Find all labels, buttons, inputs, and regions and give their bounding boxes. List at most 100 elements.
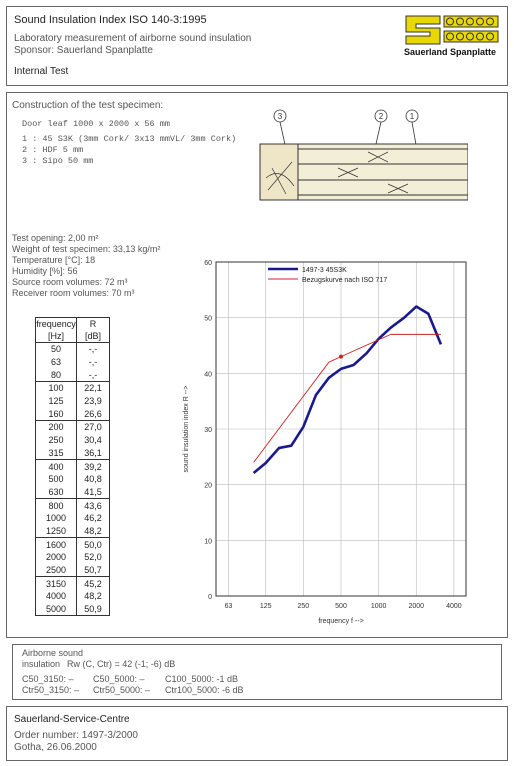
r-value-cell: 46,2 <box>84 513 102 524</box>
table-row: 4000 48,2 <box>35 590 110 603</box>
cross-section-drawing: 3 2 1 <box>258 106 469 202</box>
series-reference-line <box>253 333 441 463</box>
table-row: 200 27,0 <box>35 420 110 434</box>
footer-org: Sauerland-Service-Centre <box>14 714 130 725</box>
frequency-cell: 63 <box>35 355 77 369</box>
x-tick-label: 500 <box>335 603 347 610</box>
rating-box <box>12 644 502 700</box>
y-tick-label: 60 <box>204 260 212 267</box>
frequency-table: frequency R [Hz] [dB] 50 -,- 63 -,- 80 -,- 100… <box>35 317 110 617</box>
r-value-cell: 39,2 <box>76 459 110 473</box>
spec-source-room: Source room volumes: 72 m³ <box>12 277 128 287</box>
x-tick-label: 2000 <box>408 603 424 610</box>
r-value-cell: 41,5 <box>84 486 102 497</box>
rating-c50-3150: C50_3150: – <box>22 674 74 684</box>
frequency-cell: 1000 <box>35 511 77 525</box>
x-tick-label: 4000 <box>446 603 462 610</box>
frequency-cell: 630 <box>35 485 77 499</box>
frequency-cell: 4000 <box>35 590 77 603</box>
x-axis-label: frequency f --> <box>318 618 363 625</box>
table-row: 160 26,6 <box>35 407 110 421</box>
frequency-cell: 5000 <box>35 602 77 616</box>
subtitle-measurement: Laboratory measurement of airborne sound… <box>14 33 252 44</box>
r-value-cell: 43,6 <box>76 498 110 512</box>
spec-temperature: Temperature [°C]: 18 <box>12 255 96 265</box>
col-r-header: R <box>89 319 97 329</box>
r-value-cell: 30,4 <box>84 435 102 446</box>
series-measured-line <box>252 305 443 474</box>
r-value-cell: 22,1 <box>76 381 110 395</box>
table-row: 250 30,4 <box>35 433 110 447</box>
r-value-cell: 23,9 <box>84 396 102 407</box>
table-row: 800 43,6 <box>35 498 110 512</box>
frequency-cell: 1250 <box>35 524 77 538</box>
spec-test-opening: Test opening: 2,00 m² <box>12 233 99 243</box>
y-axis-label: sound insulation index R --> <box>183 386 190 473</box>
plot-frame <box>215 261 467 597</box>
spec-weight: Weight of test specimen: 33,13 kg/m² <box>12 244 161 254</box>
subtitle-internal: Internal Test <box>14 66 69 77</box>
x-tick-label: 125 <box>260 603 272 610</box>
table-row: 63 -,- <box>35 355 110 369</box>
r-value-cell: -,- <box>76 341 110 356</box>
frequency-cell: 3150 <box>35 576 77 591</box>
rating-ctr50-5000: Ctr50_5000: – <box>93 685 151 695</box>
construction-heading: Construction of the test specimen: <box>12 100 164 111</box>
y-tick-label: 20 <box>204 483 212 490</box>
x-tick-label: 1000 <box>371 603 387 610</box>
frequency-cell: 200 <box>35 420 77 434</box>
legend-label: 1497-3 45S3K <box>302 267 347 274</box>
frequency-cell: 250 <box>35 433 77 447</box>
table-row: 100 22,1 <box>35 381 110 395</box>
table-row: 1600 50,0 <box>35 537 110 551</box>
r-value-cell: 50,9 <box>84 604 102 615</box>
company-logo: Sauerland Spanplatte <box>402 12 502 58</box>
spec-receiver-room: Receiver room volumes: 70 m³ <box>12 288 135 298</box>
y-tick-label: 30 <box>204 427 212 434</box>
table-row: 1000 46,2 <box>35 511 110 525</box>
col-frequency-unit: [Hz] <box>35 330 77 343</box>
sound-insulation-chart: 0 10 20 30 40 50 60 63 125 250 500 1000 2000 4000 freq… <box>172 228 472 628</box>
footer-order: Order number: 1497-3/2000 <box>14 730 138 741</box>
table-row: 125 23,9 <box>35 394 110 408</box>
frequency-cell: 315 <box>35 446 77 460</box>
r-value-cell: 45,2 <box>76 576 110 591</box>
r-value-cell: -,- <box>88 369 98 380</box>
frequency-cell: 125 <box>35 394 77 408</box>
r-value-cell: 27,0 <box>76 420 110 434</box>
legend-label: Bezugskurve nach ISO 717 <box>302 277 387 284</box>
x-tick-label: 63 <box>225 603 233 610</box>
table-row: 2000 52,0 <box>35 551 110 564</box>
page-title: Sound Insulation Index ISO 140-3:1995 <box>14 14 207 26</box>
frequency-cell: 800 <box>35 498 77 512</box>
table-row: 5000 50,9 <box>35 602 110 616</box>
col-frequency-header: frequency <box>35 317 77 330</box>
spec-humidity: Humidity [%]: 56 <box>12 266 78 276</box>
logo-text: Sauerland Spanplatte <box>404 47 497 57</box>
rating-formula: Rw (C, Ctr) = 42 (-1; -6) dB <box>67 659 176 669</box>
frequency-cell: 2000 <box>35 551 77 564</box>
rating-line-1: Airborne sound <box>22 648 84 658</box>
rating-c50-5000: C50_5000: – <box>93 674 145 684</box>
footer-box <box>6 706 508 761</box>
r-value-cell: 26,6 <box>84 408 102 419</box>
construction-line-1: Door leaf 1000 x 2000 x 56 mm <box>22 119 170 129</box>
construction-line-2: 1 : 45 S3K (3mm Cork/ 3x13 mmVL/ 3mm Cor… <box>22 134 237 144</box>
frequency-cell: 50 <box>35 341 77 356</box>
x-tick-label: 250 <box>298 603 310 610</box>
y-tick-label: 40 <box>204 371 212 378</box>
y-tick-label: 10 <box>204 538 212 545</box>
table-row: 2500 50,7 <box>35 563 110 577</box>
frequency-cell: 80 <box>35 368 77 382</box>
rating-ctr50-3150: Ctr50_3150: – <box>22 685 80 695</box>
construction-line-4: 3 : Sipo 50 mm <box>22 156 94 166</box>
chart-svg: 0 10 20 30 40 50 60 63 125 250 500 1000 2000 4000 freq… <box>183 260 467 625</box>
table-row: 1250 48,2 <box>35 524 110 538</box>
frequency-cell: 160 <box>35 407 77 421</box>
r-value-cell: 48,2 <box>84 591 102 602</box>
y-tick-label: 50 <box>204 316 212 323</box>
table-row: 400 39,2 <box>35 459 110 473</box>
r-value-cell: 52,0 <box>84 552 102 563</box>
header-box <box>6 6 508 86</box>
rating-ctr100-5000: Ctr100_5000: -6 dB <box>165 685 244 695</box>
